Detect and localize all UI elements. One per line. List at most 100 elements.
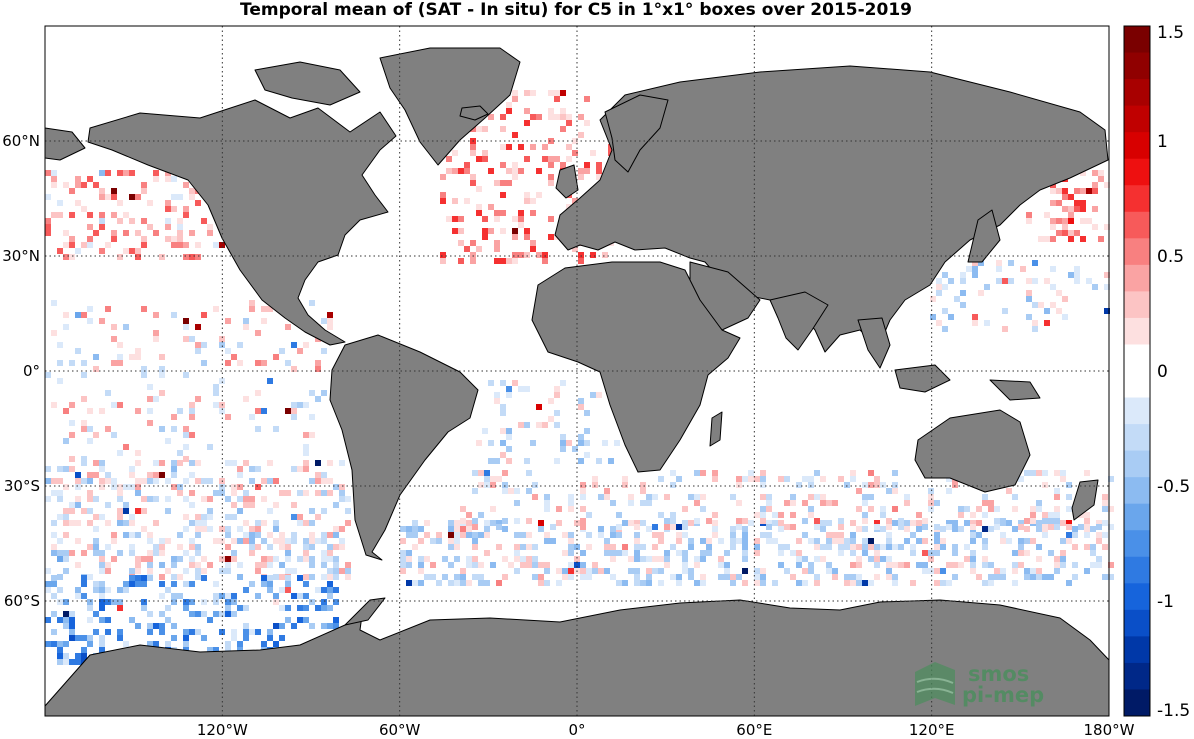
anomaly-cell <box>309 532 315 538</box>
anomaly-cell <box>988 562 994 568</box>
anomaly-cell <box>237 472 243 478</box>
anomaly-cell <box>93 526 99 532</box>
anomaly-cell <box>658 568 664 574</box>
anomaly-cell <box>982 544 988 550</box>
anomaly-cell <box>165 218 171 224</box>
anomaly-cell <box>790 574 796 580</box>
smos-pi-mep-logo: smos pi-mep <box>915 662 1044 707</box>
anomaly-cell <box>51 629 57 635</box>
anomaly-cell <box>327 587 333 593</box>
anomaly-cell <box>93 538 99 544</box>
anomaly-cell <box>117 587 123 593</box>
anomaly-cell <box>736 500 742 506</box>
anomaly-cell <box>45 496 51 502</box>
anomaly-cell <box>910 520 916 526</box>
anomaly-cell <box>135 450 141 456</box>
anomaly-cell <box>760 568 766 574</box>
anomaly-cell <box>500 114 506 120</box>
anomaly-cell <box>868 580 874 586</box>
anomaly-cell <box>694 518 700 524</box>
anomaly-cell <box>165 200 171 206</box>
anomaly-cell <box>123 170 129 176</box>
anomaly-cell <box>183 206 189 212</box>
anomaly-cell <box>406 532 412 538</box>
anomaly-cell <box>586 568 592 574</box>
anomaly-cell <box>153 478 159 484</box>
anomaly-cell <box>183 456 189 462</box>
anomaly-cell <box>844 538 850 544</box>
anomaly-cell <box>742 550 748 556</box>
anomaly-cell <box>500 404 506 410</box>
anomaly-cell <box>676 574 682 580</box>
colorbar-swatch <box>1124 636 1150 664</box>
anomaly-cell <box>225 496 231 502</box>
anomaly-cell <box>616 580 622 586</box>
anomaly-cell <box>189 581 195 587</box>
anomaly-cell <box>1000 574 1006 580</box>
anomaly-cell <box>584 428 590 434</box>
anomaly-cell <box>1068 272 1074 278</box>
anomaly-cell <box>57 360 63 366</box>
anomaly-cell <box>784 476 790 482</box>
anomaly-cell <box>1048 550 1054 556</box>
colorbar-swatch <box>1124 52 1150 80</box>
anomaly-cell <box>285 408 291 414</box>
anomaly-cell <box>862 512 868 518</box>
anomaly-cell <box>544 562 550 568</box>
anomaly-cell <box>201 312 207 318</box>
anomaly-cell <box>1030 470 1036 476</box>
anomaly-cell <box>165 496 171 502</box>
anomaly-cell <box>1074 206 1080 212</box>
anomaly-cell <box>57 659 63 665</box>
anomaly-cell <box>225 593 231 599</box>
anomaly-cell <box>568 500 574 506</box>
anomaly-cell <box>1056 188 1062 194</box>
anomaly-cells <box>45 90 1114 665</box>
anomaly-cell <box>69 360 75 366</box>
anomaly-cell <box>604 494 610 500</box>
anomaly-cell <box>892 506 898 512</box>
anomaly-cell <box>736 476 742 482</box>
anomaly-cell <box>1054 562 1060 568</box>
anomaly-cell <box>670 512 676 518</box>
anomaly-cell <box>147 623 153 629</box>
anomaly-cell <box>476 204 482 210</box>
anomaly-cell <box>105 562 111 568</box>
anomaly-cell <box>321 390 327 396</box>
anomaly-cell <box>418 556 424 562</box>
anomaly-cell <box>1036 520 1042 526</box>
anomaly-cell <box>171 623 177 629</box>
anomaly-cell <box>315 587 321 593</box>
anomaly-cell <box>159 426 165 432</box>
anomaly-cell <box>898 544 904 550</box>
anomaly-cell <box>345 508 351 514</box>
anomaly-cell <box>99 188 105 194</box>
anomaly-cell <box>472 538 478 544</box>
anomaly-cell <box>237 508 243 514</box>
anomaly-cell <box>892 562 898 568</box>
land-india <box>769 291 829 351</box>
anomaly-cell <box>75 472 81 478</box>
anomaly-cell <box>970 538 976 544</box>
anomaly-cell <box>960 302 966 308</box>
anomaly-cell <box>1108 506 1114 512</box>
anomaly-cell <box>243 502 249 508</box>
anomaly-cell <box>554 392 560 398</box>
anomaly-cell <box>1062 230 1068 236</box>
anomaly-cell <box>470 240 476 246</box>
anomaly-cell <box>1012 580 1018 586</box>
anomaly-cell <box>219 629 225 635</box>
graticule <box>45 26 1109 716</box>
anomaly-cell <box>700 470 706 476</box>
anomaly-cell <box>646 526 652 532</box>
anomaly-cell <box>75 478 81 484</box>
anomaly-cell <box>105 472 111 478</box>
anomaly-cell <box>460 506 466 512</box>
anomaly-cell <box>976 506 982 512</box>
colorbar-swatch <box>1124 556 1150 584</box>
anomaly-cell <box>261 478 267 484</box>
anomaly-cell <box>147 550 153 556</box>
anomaly-cell <box>303 342 309 348</box>
anomaly-cell <box>1036 568 1042 574</box>
anomaly-cell <box>243 490 249 496</box>
